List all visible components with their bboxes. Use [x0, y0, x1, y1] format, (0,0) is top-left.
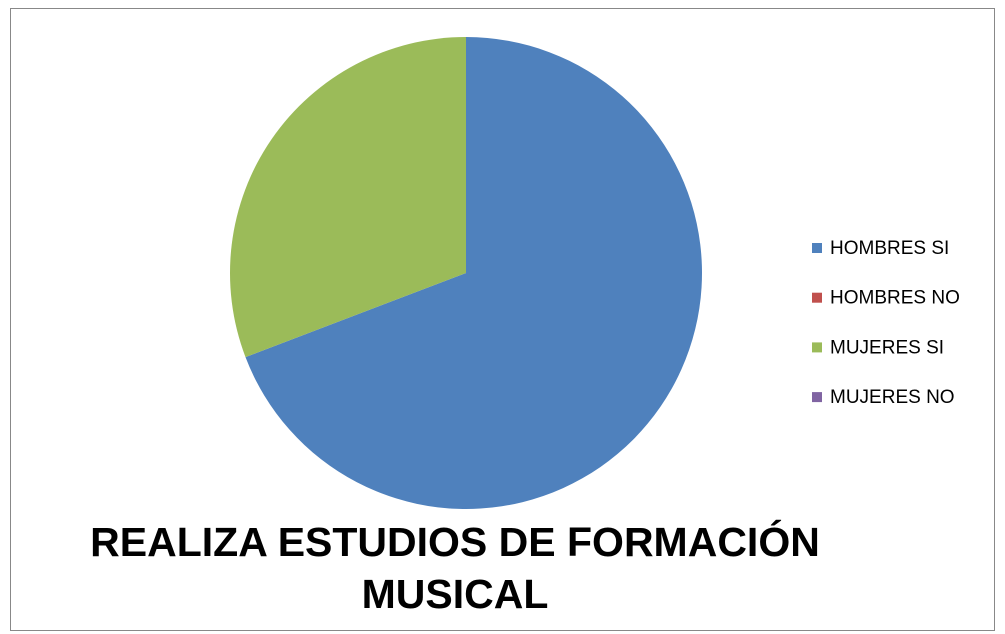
legend-label: HOMBRES NO [830, 288, 960, 309]
legend-swatch [812, 392, 822, 403]
legend-label: HOMBRES SI [830, 238, 949, 259]
legend-swatch [812, 342, 822, 353]
legend-swatch [812, 243, 822, 253]
legend-swatch [812, 292, 822, 303]
legend-label: MUJERES NO [830, 387, 955, 408]
legend-label: MUJERES SI [830, 337, 944, 358]
pie-slice [245, 37, 703, 510]
chart-title: REALIZA ESTUDIOS DE FORMACIÓN MUSICAL [90, 519, 820, 617]
pie-slice [229, 37, 466, 358]
